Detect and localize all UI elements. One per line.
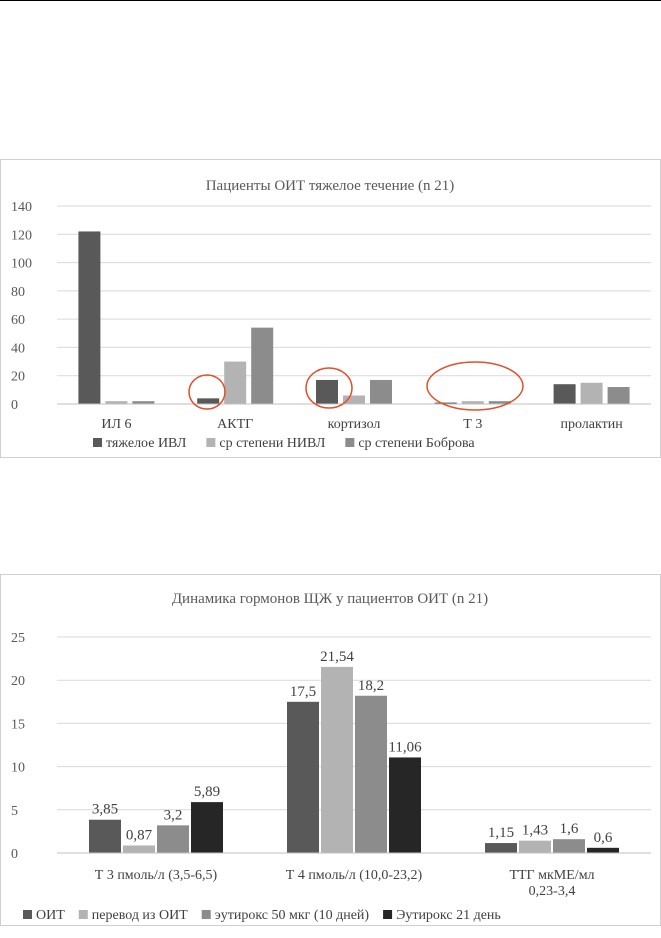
legend-item-label: ОИТ [36, 908, 65, 923]
data-label: 11,06 [388, 739, 422, 755]
category-label: ИЛ 6 [101, 417, 131, 432]
category-label: Т 3 [463, 417, 482, 432]
y-tick-label: 0 [11, 847, 18, 862]
chart-title: Пациенты ОИТ тяжелое течение (n 21) [206, 178, 455, 194]
page-top-rule [0, 0, 661, 1]
category-label: Т 4 пмоль/л (10,0-23,2) [286, 868, 423, 883]
bar-3-series-2 [343, 395, 365, 404]
data-label: 1,15 [488, 825, 514, 841]
data-label: 0,87 [126, 827, 153, 843]
y-tick-label: 25 [11, 631, 25, 646]
y-tick-label: 20 [11, 370, 25, 385]
category-label: АКТГ [217, 417, 253, 432]
legend-item-label: перевод из ОИТ [92, 908, 188, 923]
chart-thyroid-dynamics: Динамика гормонов ЩЖ у пациентов ОИТ (n … [0, 574, 661, 926]
y-tick-label: 20 [11, 674, 25, 689]
legend-item-label: Эутирокс 21 день [396, 908, 501, 923]
bar-2-series-2 [321, 666, 353, 853]
y-tick-label: 120 [11, 228, 32, 243]
y-tick-label: 100 [11, 257, 32, 272]
bar-3-series-1 [316, 379, 338, 404]
bar-5-series-3 [607, 387, 630, 404]
bar-2-series-4 [389, 757, 421, 853]
category-label: 0,23-3,4 [529, 884, 576, 899]
legend-swatch [206, 438, 216, 447]
bar-2-series-3 [251, 327, 274, 404]
bar-1-series-3 [157, 825, 189, 853]
bar-3-series-2 [519, 840, 551, 853]
data-label: 21,54 [320, 649, 354, 665]
data-label: 1,6 [560, 821, 579, 837]
y-tick-label: 60 [11, 313, 25, 328]
highlight-circle [188, 374, 226, 410]
y-tick-label: 10 [11, 761, 25, 776]
legend-item-label: эутирокс 50 мкг (10 дней) [215, 908, 370, 923]
legend-item-label: ср степени НИВЛ [219, 436, 325, 451]
legend-swatch [93, 438, 102, 447]
legend-swatch [201, 910, 211, 919]
highlight-circle [426, 361, 524, 411]
category-label: Т 3 пмоль/л (3,5-6,5) [95, 868, 218, 883]
data-label: 18,2 [358, 678, 384, 694]
category-label: ТТГ мкМЕ/мл [509, 868, 594, 883]
y-tick-label: 5 [11, 804, 18, 819]
bar-1-series-1 [78, 231, 101, 404]
bar-4-series-1 [434, 402, 457, 404]
chart-patients-icu: Пациенты ОИТ тяжелое течение (n 21) 0 20 4… [0, 159, 661, 458]
y-tick-label: 15 [11, 717, 25, 732]
bar-1-series-2 [123, 845, 155, 853]
y-tick-label: 80 [11, 285, 25, 300]
legend-item-label: тяжелое ИВЛ [106, 436, 187, 451]
data-label: 5,89 [194, 784, 220, 800]
bar-2-series-1 [197, 398, 220, 404]
y-tick-label: 40 [11, 341, 25, 356]
y-tick-label: 140 [11, 200, 32, 215]
data-label: 1,43 [522, 823, 548, 839]
data-label: 17,5 [290, 684, 316, 700]
bar-1-series-2 [105, 401, 128, 404]
legend-swatch [383, 910, 393, 919]
data-label: 3,2 [164, 807, 183, 823]
bar-1-series-1 [89, 819, 121, 853]
legend-swatch [23, 910, 32, 919]
highlight-circle [305, 367, 353, 409]
bar-3-series-3 [553, 839, 585, 853]
legend-item-label: ср степени Боброва [358, 436, 475, 451]
bar-2-series-3 [355, 695, 387, 853]
bar-3-series-1 [485, 843, 517, 853]
y-tick-label: 0 [11, 398, 18, 413]
bar-3-series-3 [370, 379, 392, 404]
data-label: 0,6 [594, 830, 613, 846]
chart-thyroid-dynamics-svg: Динамика гормонов ЩЖ у пациентов ОИТ (n … [11, 591, 651, 923]
bar-4-series-3 [488, 401, 511, 404]
bar-4-series-2 [461, 401, 484, 404]
bar-3-series-4 [587, 847, 619, 853]
category-label: кортизол [328, 417, 381, 432]
chart-title: Динамика гормонов ЩЖ у пациентов ОИТ (n … [172, 591, 488, 607]
chart-patients-icu-svg: Пациенты ОИТ тяжелое течение (n 21) 0 20 4… [11, 178, 651, 451]
data-label: 3,85 [92, 802, 118, 818]
bar-1-series-4 [191, 802, 223, 853]
bar-1-series-3 [132, 401, 155, 404]
bar-5-series-1 [553, 384, 576, 404]
bar-2-series-1 [287, 701, 319, 853]
legend-swatch [345, 438, 355, 447]
category-label: пролактин [560, 417, 623, 432]
legend-swatch [78, 910, 88, 919]
bar-2-series-2 [224, 361, 247, 404]
bar-5-series-2 [580, 382, 603, 404]
